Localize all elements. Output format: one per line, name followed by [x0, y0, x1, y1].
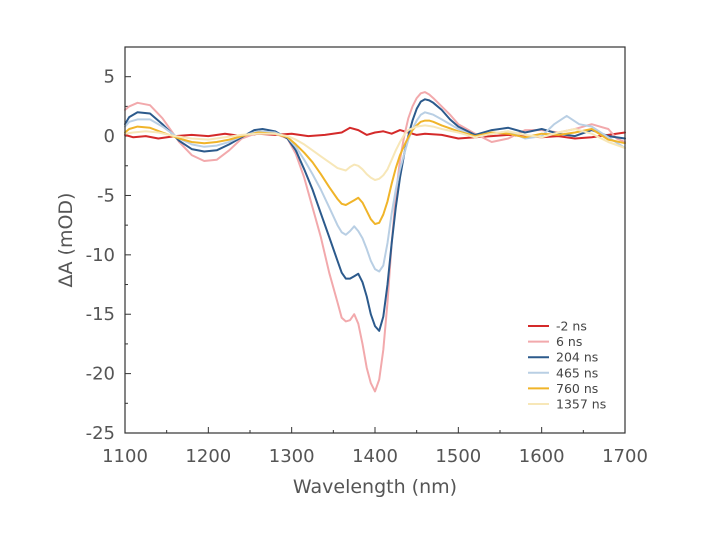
x-tick-label: 1300 [269, 446, 315, 467]
x-tick-label: 1600 [519, 446, 565, 467]
series-line-2 [124, 98, 626, 332]
y-tick-label: -20 [86, 364, 115, 385]
x-tick-label: 1700 [602, 446, 648, 467]
x-tick-label: 1400 [352, 446, 398, 467]
y-axis-title: ΔA (mOD) [55, 193, 77, 288]
legend-label: -2 ns [556, 319, 587, 334]
legend-label: 204 ns [556, 350, 598, 365]
x-tick-label: 1500 [435, 446, 481, 467]
legend-label: 6 ns [556, 334, 582, 349]
legend-label: 760 ns [556, 381, 598, 396]
axes: 1100 1200 1300 1400 1500 1600 1700 5 0 -5 -10 -15 -2… [86, 67, 648, 467]
y-tick-label: 0 [104, 126, 115, 147]
y-tick-label: -25 [86, 423, 115, 444]
y-tick-label: -10 [86, 245, 115, 266]
legend-label: 1357 ns [556, 397, 606, 412]
plot-series [124, 91, 626, 393]
x-tick-label: 1200 [185, 446, 231, 467]
y-tick-label: -5 [97, 185, 115, 206]
legend-label: 465 ns [556, 365, 598, 380]
plot-frame [124, 46, 626, 434]
series-line-5 [124, 124, 626, 181]
y-tick-label: 5 [104, 67, 115, 88]
y-tick-label: -15 [86, 304, 115, 325]
series-line-4 [124, 119, 626, 225]
x-axis-title: Wavelength (nm) [293, 476, 457, 498]
x-tick-label: 1100 [102, 446, 148, 467]
series-line-0 [124, 126, 626, 140]
series-line-1 [124, 91, 626, 393]
